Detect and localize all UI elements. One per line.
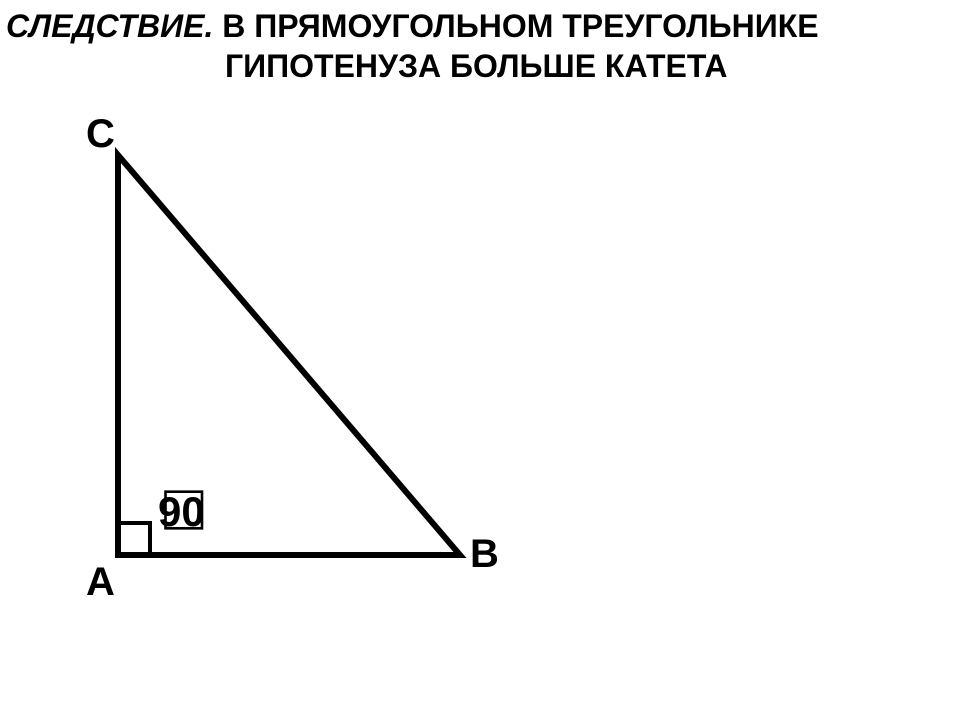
vertex-label-b: В xyxy=(470,532,499,577)
triangle-diagram xyxy=(0,0,960,720)
angle-90-label: 90⃞ xyxy=(158,478,205,539)
vertex-label-c: С xyxy=(86,112,115,157)
right-angle-marker xyxy=(118,523,150,555)
vertex-label-a: А xyxy=(86,560,115,605)
angle-value: 90 xyxy=(158,488,205,535)
